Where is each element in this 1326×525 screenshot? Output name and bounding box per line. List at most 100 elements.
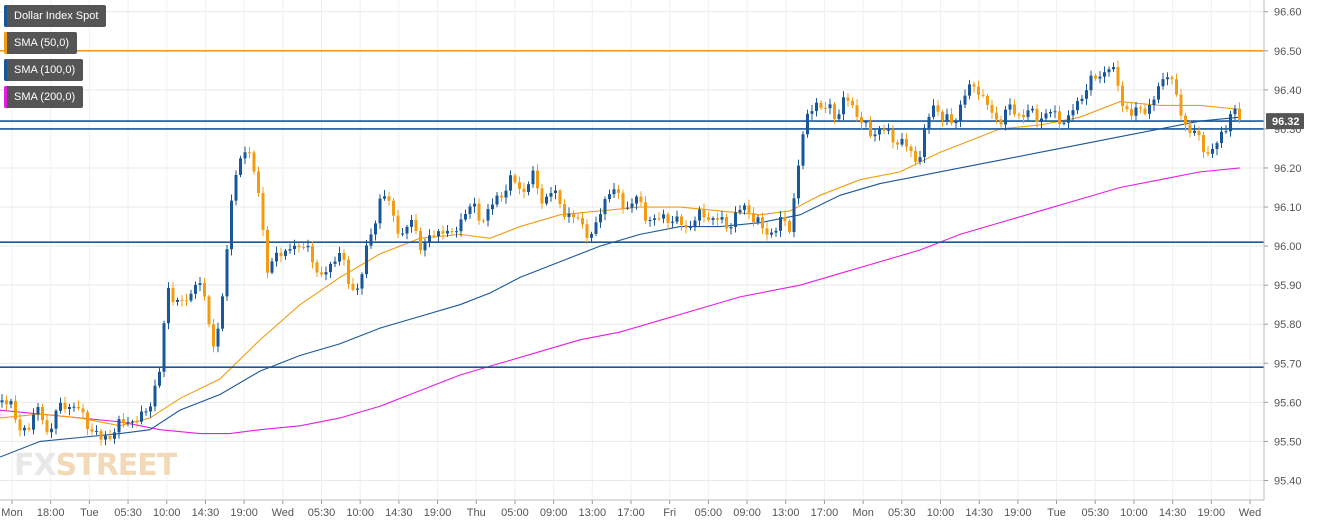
candle-body	[684, 224, 688, 228]
candle-body	[383, 196, 386, 199]
y-tick-label: 96.10	[1274, 202, 1302, 214]
candle	[315, 259, 319, 277]
candle	[266, 226, 269, 278]
candle-body	[972, 84, 976, 87]
candle-body	[693, 220, 697, 228]
candle	[1013, 99, 1016, 117]
y-tick-label: 95.90	[1274, 280, 1302, 292]
candle-body	[306, 245, 310, 248]
candle	[32, 408, 35, 435]
legend-label: SMA (100,0)	[14, 64, 76, 76]
candle	[693, 216, 697, 232]
candle-body	[833, 104, 836, 120]
candle-body	[1107, 69, 1111, 73]
candle-body	[846, 97, 850, 101]
candle-body	[54, 410, 58, 429]
candle	[131, 419, 134, 428]
candle-body	[945, 114, 949, 121]
candle	[455, 226, 458, 238]
candle	[140, 405, 143, 425]
candle-body	[1166, 77, 1169, 80]
x-tick-label: 05:30	[308, 507, 336, 519]
candle	[882, 124, 886, 135]
candle-body	[792, 198, 796, 232]
candle	[153, 379, 157, 412]
candle	[837, 109, 841, 122]
x-tick-label: 13:00	[579, 507, 607, 519]
candle-body	[9, 401, 13, 405]
candle	[630, 198, 634, 213]
candle	[356, 283, 359, 296]
candle	[293, 239, 296, 256]
candle	[504, 184, 508, 204]
candle	[567, 207, 571, 223]
candle-body	[365, 245, 368, 275]
candle	[711, 216, 715, 226]
candle-body	[117, 419, 121, 433]
candle	[243, 146, 247, 164]
candle	[770, 228, 773, 238]
candle	[198, 276, 202, 292]
candle	[410, 214, 413, 233]
x-tick-label: Mon	[852, 507, 873, 519]
candle	[144, 408, 148, 416]
candle-body	[950, 114, 953, 124]
candle-body	[900, 138, 904, 145]
candle-body	[549, 193, 553, 197]
candle-body	[1220, 131, 1223, 144]
candle-body	[1044, 113, 1048, 119]
legend-sma-200[interactable]: SMA (200,0)	[4, 86, 84, 108]
candle	[320, 266, 323, 277]
candle	[590, 231, 593, 243]
candle-body	[302, 247, 305, 249]
candle	[1143, 103, 1147, 116]
candle-body	[27, 427, 31, 430]
candle	[954, 118, 958, 129]
candle	[1080, 95, 1084, 105]
candle	[702, 203, 706, 223]
candle	[999, 115, 1003, 128]
candle	[1017, 112, 1021, 120]
candle	[257, 166, 260, 197]
candle-body	[1179, 94, 1183, 116]
candle-body	[1035, 108, 1039, 122]
legend-swatch	[4, 32, 7, 54]
legend-swatch	[4, 86, 7, 108]
candle	[180, 295, 184, 307]
candle-body	[194, 284, 197, 294]
legend-label: SMA (200,0)	[14, 91, 76, 103]
candle-body	[158, 371, 161, 386]
candle	[594, 216, 598, 237]
candle-body	[221, 296, 224, 329]
legend-sma-100[interactable]: SMA (100,0)	[4, 59, 84, 81]
candle	[833, 101, 836, 124]
candle-body	[936, 105, 940, 112]
legend-dollar-index[interactable]: Dollar Index Spot	[4, 5, 107, 27]
legend-sma-50[interactable]: SMA (50,0)	[4, 32, 78, 54]
candle-body	[329, 263, 332, 273]
candle	[828, 98, 832, 115]
candle-body	[167, 287, 170, 324]
candle	[1179, 88, 1183, 121]
candle	[932, 99, 935, 120]
candle	[149, 402, 152, 418]
sma-200-line	[0, 167, 1241, 435]
candle	[963, 89, 967, 108]
candle-body	[45, 420, 49, 433]
candle-body	[770, 232, 773, 235]
candle-body	[1202, 135, 1205, 153]
candle	[531, 166, 535, 188]
candle	[230, 194, 233, 256]
x-tick-label: 10:00	[927, 507, 955, 519]
candle	[63, 396, 67, 414]
candle	[1040, 112, 1043, 128]
candle	[437, 229, 440, 242]
candle	[1175, 73, 1178, 97]
x-tick-label: 17:00	[811, 507, 839, 519]
candle-body	[1058, 111, 1061, 124]
candle	[482, 218, 485, 224]
candle	[950, 108, 953, 126]
candle	[135, 416, 139, 428]
candle	[608, 189, 611, 203]
candle	[1157, 82, 1160, 104]
